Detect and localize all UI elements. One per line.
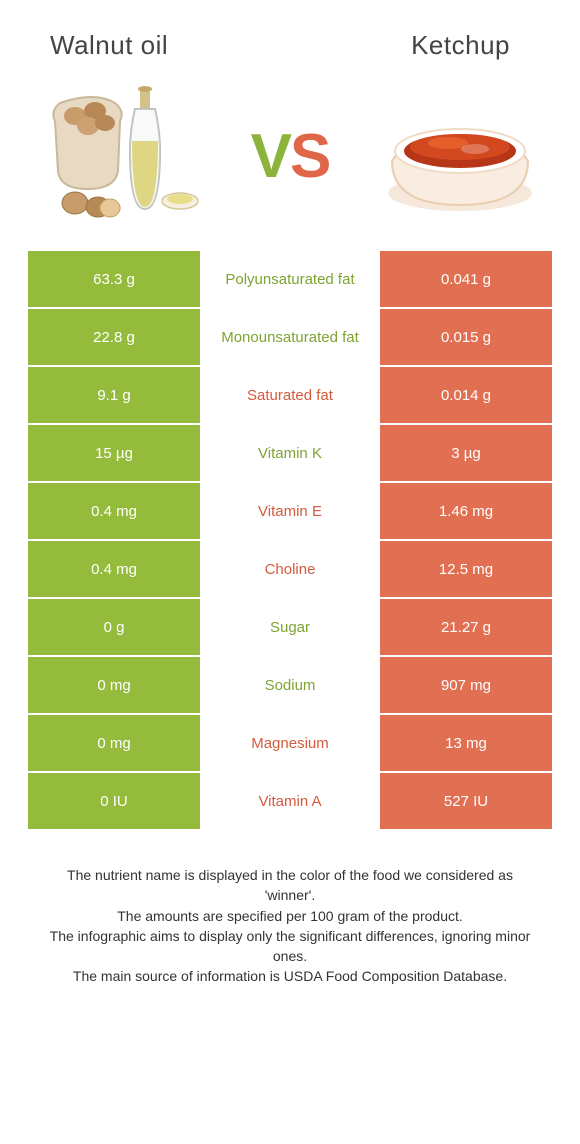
nutrient-label: Vitamin E (200, 483, 380, 539)
left-value: 0 g (28, 599, 200, 655)
vs-label: VS (251, 121, 330, 192)
images-row: VS (0, 71, 580, 251)
nutrient-label: Sugar (200, 599, 380, 655)
vs-s: S (290, 122, 329, 191)
nutrient-label: Magnesium (200, 715, 380, 771)
nutrient-label: Saturated fat (200, 367, 380, 423)
left-value: 0.4 mg (28, 541, 200, 597)
right-value: 0.015 g (380, 309, 552, 365)
nutrient-label: Vitamin A (200, 773, 380, 829)
table-row: 0.4 mgVitamin E1.46 mg (28, 483, 552, 539)
ketchup-image (380, 81, 540, 221)
table-row: 9.1 gSaturated fat0.014 g (28, 367, 552, 423)
left-value: 63.3 g (28, 251, 200, 307)
right-value: 3 µg (380, 425, 552, 481)
right-value: 527 IU (380, 773, 552, 829)
footer-notes: The nutrient name is displayed in the co… (0, 831, 580, 987)
right-value: 0.014 g (380, 367, 552, 423)
header: Walnut oil Ketchup (0, 0, 580, 71)
table-row: 0 mgMagnesium13 mg (28, 715, 552, 771)
table-row: 0 mgSodium907 mg (28, 657, 552, 713)
footer-line: The amounts are specified per 100 gram o… (40, 906, 540, 926)
right-value: 907 mg (380, 657, 552, 713)
left-value: 22.8 g (28, 309, 200, 365)
left-value: 0 IU (28, 773, 200, 829)
right-value: 21.27 g (380, 599, 552, 655)
footer-line: The infographic aims to display only the… (40, 926, 540, 967)
left-value: 0 mg (28, 715, 200, 771)
right-value: 0.041 g (380, 251, 552, 307)
footer-line: The nutrient name is displayed in the co… (40, 865, 540, 906)
nutrient-label: Choline (200, 541, 380, 597)
table-row: 0 gSugar21.27 g (28, 599, 552, 655)
left-value: 0.4 mg (28, 483, 200, 539)
table-row: 63.3 gPolyunsaturated fat0.041 g (28, 251, 552, 307)
comparison-table: 63.3 gPolyunsaturated fat0.041 g22.8 gMo… (0, 251, 580, 829)
table-row: 22.8 gMonounsaturated fat0.015 g (28, 309, 552, 365)
table-row: 0 IUVitamin A527 IU (28, 773, 552, 829)
title-right: Ketchup (411, 30, 510, 61)
right-value: 1.46 mg (380, 483, 552, 539)
walnut-oil-image (40, 81, 200, 221)
left-value: 15 µg (28, 425, 200, 481)
table-row: 15 µgVitamin K3 µg (28, 425, 552, 481)
left-value: 0 mg (28, 657, 200, 713)
nutrient-label: Monounsaturated fat (200, 309, 380, 365)
left-value: 9.1 g (28, 367, 200, 423)
right-value: 13 mg (380, 715, 552, 771)
nutrient-label: Polyunsaturated fat (200, 251, 380, 307)
right-value: 12.5 mg (380, 541, 552, 597)
nutrient-label: Sodium (200, 657, 380, 713)
title-left: Walnut oil (50, 30, 168, 61)
nutrient-label: Vitamin K (200, 425, 380, 481)
footer-line: The main source of information is USDA F… (40, 966, 540, 986)
table-row: 0.4 mgCholine12.5 mg (28, 541, 552, 597)
vs-v: V (251, 122, 290, 191)
